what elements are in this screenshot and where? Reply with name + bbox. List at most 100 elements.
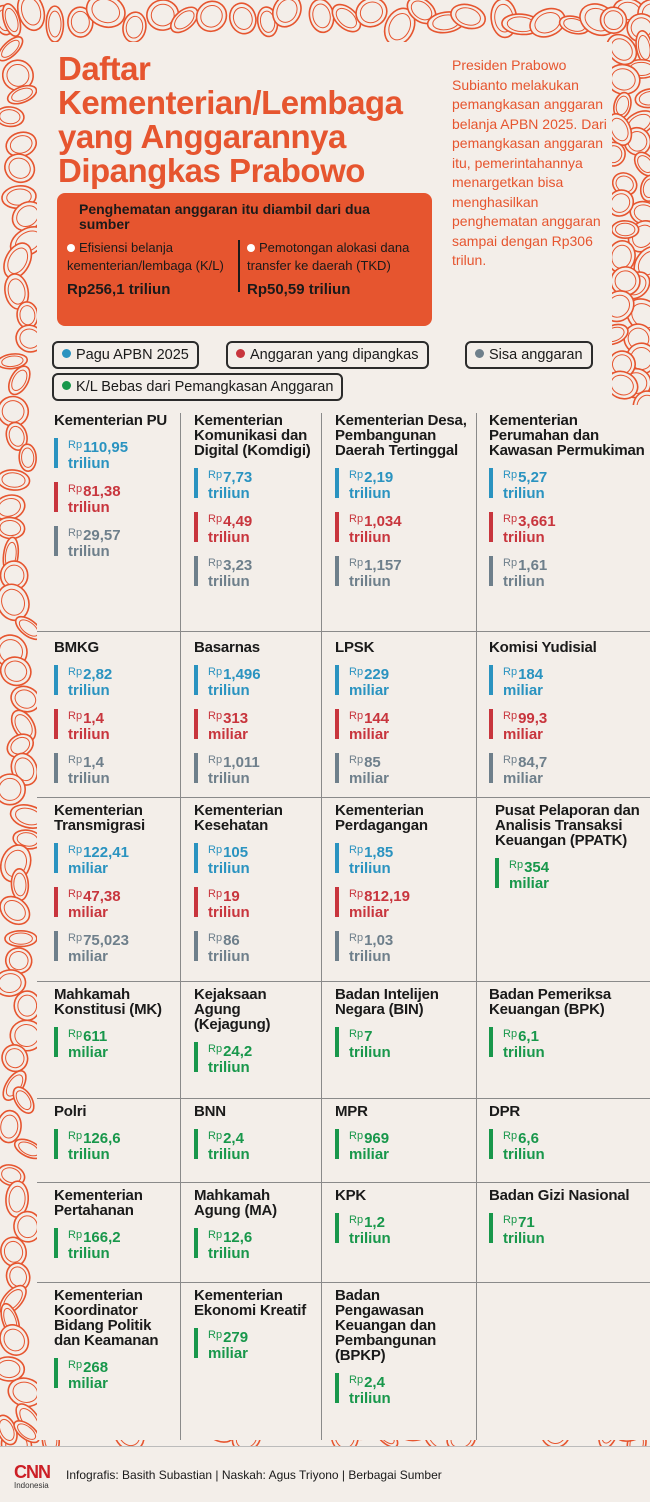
- currency-label: Rp: [68, 710, 83, 722]
- cut-value: Rp144 miliar: [335, 708, 470, 743]
- grid-row-divider: [37, 1182, 650, 1183]
- gray-bar-icon: [489, 753, 493, 783]
- amount-unit: miliar: [349, 682, 390, 699]
- amount-value: 81,38: [83, 483, 121, 500]
- amount-unit: miliar: [349, 726, 390, 743]
- gray-bar-icon: [335, 931, 339, 961]
- amount-unit: triliun: [503, 1146, 545, 1163]
- gray-bar-icon: [489, 556, 493, 586]
- amount-unit: triliun: [349, 948, 391, 965]
- blue-bar-icon: [194, 665, 198, 695]
- currency-label: Rp: [349, 1214, 364, 1226]
- amount-value: 85: [364, 754, 381, 771]
- pagu-value: Rp2,82 triliun: [54, 664, 174, 699]
- ministry-name: Mahkamah Agung (MA): [194, 1187, 277, 1219]
- red-bar-icon: [194, 709, 198, 739]
- amount-value: 75,023: [83, 932, 129, 949]
- remaining-value: Rp29,57 triliun: [54, 525, 174, 560]
- amount-value: 3,23: [223, 557, 253, 574]
- currency-label: Rp: [503, 754, 518, 766]
- currency-label: Rp: [349, 754, 364, 766]
- ministry-name: BNN: [194, 1103, 226, 1120]
- amount-value: 105: [223, 844, 249, 861]
- cut-value: Rp99,3 miliar: [489, 708, 648, 743]
- blue-bar-icon: [489, 665, 493, 695]
- legend-label: Sisa anggaran: [489, 347, 583, 363]
- ministry-name: Kementerian Perdagangan: [335, 802, 428, 834]
- currency-label: Rp: [208, 932, 223, 944]
- amount-value: 1,85: [364, 844, 394, 861]
- red-bar-icon: [489, 512, 493, 542]
- amount-value: 1,011: [223, 754, 260, 771]
- currency-label: Rp: [68, 888, 83, 900]
- title-line: Kementerian/Lembaga: [58, 84, 403, 121]
- pagu-value: Rp184 miliar: [489, 664, 648, 699]
- ministry-cell: Kementerian Ekonomi Kreatif Rp279 miliar: [194, 1288, 315, 1362]
- cut-value: Rp313 miliar: [194, 708, 315, 743]
- blue-bar-icon: [54, 665, 58, 695]
- amount-value: 5,27: [518, 469, 548, 486]
- currency-label: Rp: [503, 513, 518, 525]
- amount-value: 6,6: [518, 1130, 539, 1147]
- ministry-cell: BMKG Rp2,82 triliun Rp1,4 triliun Rp1,4 triliu…: [54, 640, 174, 787]
- ministry-name: Mahkamah Konstitusi (MK): [54, 986, 162, 1018]
- ministry-cell: Kementerian Desa, Pembangunan Daerah Ter…: [335, 413, 470, 590]
- green-bar-icon: [54, 1228, 58, 1258]
- currency-label: Rp: [503, 710, 518, 722]
- amount-value: 1,4: [83, 710, 104, 727]
- remaining-value: Rp75,023 miliar: [54, 930, 174, 965]
- amount-unit: triliun: [68, 455, 110, 472]
- cut-value: Rp812,19 miliar: [335, 886, 470, 921]
- remaining-value: Rp1,03 triliun: [335, 930, 470, 965]
- amount-unit: triliun: [208, 904, 250, 921]
- savings-source-label: Efisiensi belanja kementerian/lembaga (K…: [67, 240, 224, 273]
- amount-value: 1,496: [223, 666, 261, 683]
- ministry-name: Basarnas: [194, 639, 260, 656]
- currency-label: Rp: [68, 527, 83, 539]
- amount-value: 166,2: [83, 1229, 121, 1246]
- amount-value: 7: [364, 1028, 373, 1045]
- ministry-name: Komisi Yudisial: [489, 639, 597, 656]
- amount-unit: triliun: [68, 1146, 110, 1163]
- bullet-icon: [247, 244, 255, 252]
- currency-label: Rp: [349, 932, 364, 944]
- green-bar-icon: [489, 1027, 493, 1057]
- grid-row-divider: [37, 1282, 650, 1283]
- legend-dipangkas: Anggaran yang dipangkas: [226, 341, 429, 369]
- green-bar-icon: [54, 1027, 58, 1057]
- amount-value: 71: [518, 1214, 535, 1231]
- blue-bar-icon: [194, 843, 198, 873]
- ministry-name: Kementerian Perumahan dan Kawasan Permuk…: [489, 412, 645, 459]
- savings-source-amount: Rp256,1 triliun: [67, 281, 171, 298]
- cut-value: Rp19 triliun: [194, 886, 315, 921]
- gray-bar-icon: [335, 556, 339, 586]
- credits: Infografis: Basith Subastian | Naskah: A…: [66, 1468, 442, 1482]
- gray-bar-icon: [194, 931, 198, 961]
- green-bar-icon: [335, 1129, 339, 1159]
- green-bar-icon: [489, 1129, 493, 1159]
- amount-unit: triliun: [349, 860, 391, 877]
- ministry-cell: BNN Rp2,4 triliun: [194, 1104, 315, 1163]
- cut-value: Rp4,49 triliun: [194, 511, 315, 546]
- currency-label: Rp: [349, 1374, 364, 1386]
- blue-bar-icon: [489, 468, 493, 498]
- free-budget-value: Rp7 triliun: [335, 1026, 470, 1061]
- savings-source-label: Pemotongan alokasi dana transfer ke daer…: [247, 240, 410, 273]
- blue-dot-icon: [62, 349, 71, 358]
- ministry-cell: LPSK Rp229 miliar Rp144 miliar Rp85 miliar: [335, 640, 470, 787]
- ministry-name: LPSK: [335, 639, 375, 656]
- amount-value: 6,1: [518, 1028, 539, 1045]
- gray-dot-icon: [475, 349, 484, 358]
- currency-label: Rp: [208, 754, 223, 766]
- red-bar-icon: [335, 512, 339, 542]
- savings-divider: [238, 240, 240, 292]
- amount-unit: triliun: [208, 1245, 250, 1262]
- ministry-name: Kementerian Pertahanan: [54, 1187, 143, 1219]
- grid-row-divider: [37, 981, 650, 982]
- remaining-value: Rp1,157 triliun: [335, 555, 470, 590]
- remaining-value: Rp1,4 triliun: [54, 752, 174, 787]
- ministry-name: KPK: [335, 1187, 367, 1204]
- cut-value: Rp1,034 triliun: [335, 511, 470, 546]
- currency-label: Rp: [503, 557, 518, 569]
- currency-label: Rp: [349, 844, 364, 856]
